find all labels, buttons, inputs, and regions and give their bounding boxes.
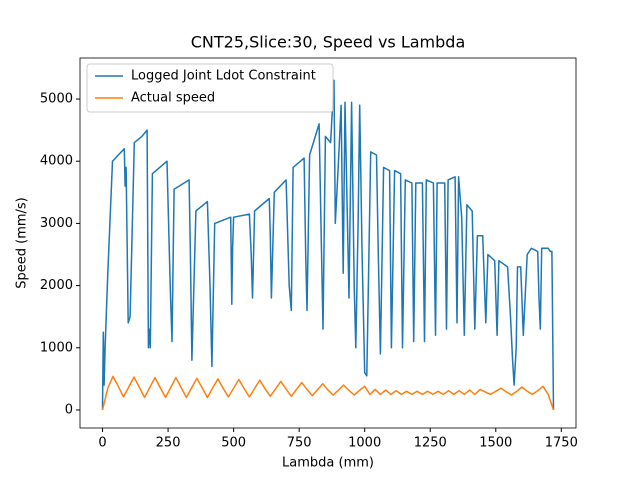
x-tick-label: 0 (98, 436, 106, 451)
x-tick-label: 1500 (479, 436, 512, 451)
y-tick-label: 3000 (40, 216, 73, 231)
y-axis-label: Speed (mm/s) (15, 197, 30, 289)
line (101, 79, 555, 411)
y-tick-label: 4000 (40, 154, 73, 169)
x-tick-label: 1750 (545, 436, 578, 451)
x-tick-label: 500 (221, 436, 246, 451)
legend-box (86, 63, 334, 113)
x-tick-label: 1000 (348, 436, 381, 451)
legend-label: Logged Joint Ldot Constraint (131, 69, 316, 84)
y-tick-label: 5000 (40, 92, 73, 107)
x-tick-label: 750 (287, 436, 312, 451)
x-tick-label: 1250 (414, 436, 447, 451)
y-tick-label: 1000 (40, 340, 73, 355)
x-axis-label: Lambda (mm) (282, 456, 374, 471)
chart-title: CNT25,Slice:30, Speed vs Lambda (191, 33, 466, 52)
x-tick-label: 250 (156, 436, 181, 451)
y-tick-label: 2000 (40, 278, 73, 293)
line (101, 375, 555, 411)
legend-label: Actual speed (131, 91, 215, 106)
y-tick-label: 0 (65, 402, 73, 417)
axes-frame (79, 57, 577, 429)
